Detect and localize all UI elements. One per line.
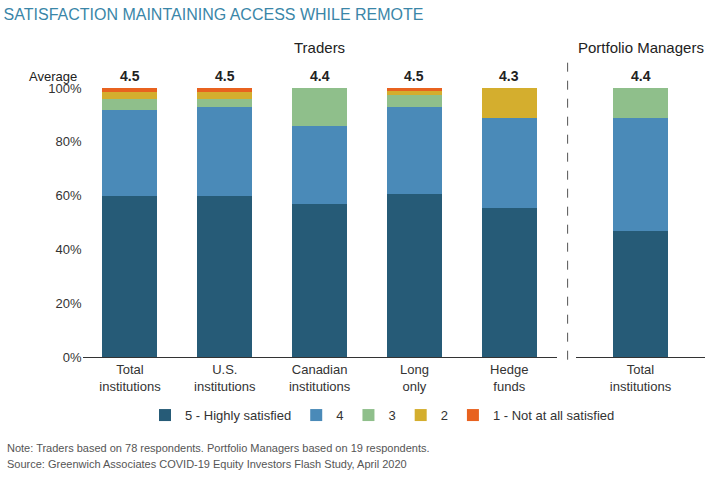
svg-text:3: 3 (388, 408, 395, 423)
svg-text:4.5: 4.5 (120, 68, 140, 84)
svg-text:60%: 60% (56, 188, 82, 203)
svg-text:Longonly: Longonly (400, 362, 429, 394)
svg-text:4.3: 4.3 (499, 68, 519, 84)
svg-text:4.5: 4.5 (404, 68, 424, 84)
svg-text:Source: Greenwich Associates C: Source: Greenwich Associates COVID-19 Eq… (7, 458, 407, 470)
svg-text:Portfolio Managers: Portfolio Managers (578, 39, 704, 56)
svg-text:Average: Average (29, 69, 77, 84)
svg-text:4.4: 4.4 (310, 68, 330, 84)
svg-text:Hedgefunds: Hedgefunds (490, 362, 528, 394)
svg-text:4.5: 4.5 (215, 68, 235, 84)
svg-text:80%: 80% (56, 134, 82, 149)
svg-text:2: 2 (441, 408, 448, 423)
svg-text:Totalinstitutions: Totalinstitutions (610, 362, 672, 394)
svg-text:20%: 20% (56, 296, 82, 311)
svg-text:4: 4 (336, 408, 343, 423)
svg-text:Traders: Traders (294, 39, 345, 56)
svg-text:40%: 40% (56, 242, 82, 257)
svg-text:4.4: 4.4 (631, 68, 651, 84)
svg-text:1 - Not at all satisfied: 1 - Not at all satisfied (493, 408, 614, 423)
svg-text:0%: 0% (63, 350, 82, 365)
svg-text:Totalinstitutions: Totalinstitutions (99, 362, 161, 394)
svg-text:U.S.institutions: U.S.institutions (194, 362, 256, 394)
svg-text:Note: Traders based on 78 resp: Note: Traders based on 78 respondents. P… (7, 442, 430, 454)
svg-text:5 - Highly satisfied: 5 - Highly satisfied (185, 408, 291, 423)
svg-text:SATISFACTION MAINTAINING ACCES: SATISFACTION MAINTAINING ACCESS WHILE RE… (4, 6, 424, 23)
svg-text:100%: 100% (48, 81, 82, 96)
svg-text:Canadianinstitutions: Canadianinstitutions (289, 362, 351, 394)
